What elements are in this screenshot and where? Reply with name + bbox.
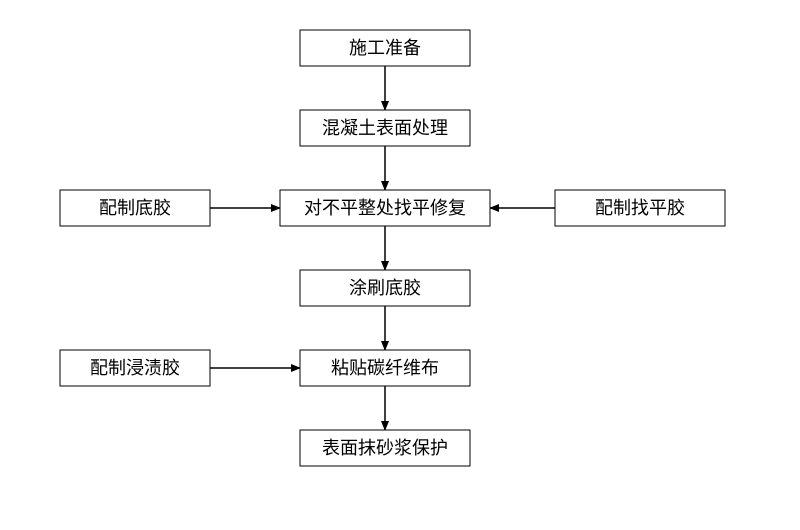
- flow-label: 配制浸渍胶: [90, 358, 180, 378]
- flow-node-n5: 配制找平胶: [555, 190, 725, 226]
- flow-node-n9: 表面抹砂浆保护: [300, 430, 470, 466]
- flow-label: 表面抹砂浆保护: [322, 438, 448, 458]
- flow-label: 粘贴碳纤维布: [331, 358, 439, 378]
- flow-label: 施工准备: [349, 38, 421, 58]
- flow-label: 配制底胶: [99, 198, 171, 218]
- flow-node-n7: 粘贴碳纤维布: [300, 350, 470, 386]
- flow-node-n6: 涂刷底胶: [300, 270, 470, 306]
- flow-label: 混凝土表面处理: [322, 118, 448, 138]
- flow-node-n2: 混凝土表面处理: [300, 110, 470, 146]
- flow-label: 涂刷底胶: [349, 278, 421, 298]
- flow-label: 对不平整处找平修复: [304, 198, 466, 218]
- flow-label: 配制找平胶: [595, 198, 685, 218]
- nodes-layer: 施工准备混凝土表面处理对不平整处找平修复 配制底胶 配制找平胶涂刷底胶粘贴碳纤维布 配…: [60, 30, 725, 466]
- flow-node-n4: 配制底胶: [60, 190, 210, 226]
- flow-node-n1: 施工准备: [300, 30, 470, 66]
- flow-node-n3: 对不平整处找平修复: [280, 190, 490, 226]
- flow-node-n8: 配制浸渍胶: [60, 350, 210, 386]
- flowchart-canvas: 施工准备混凝土表面处理对不平整处找平修复 配制底胶 配制找平胶涂刷底胶粘贴碳纤维布 配…: [0, 0, 800, 530]
